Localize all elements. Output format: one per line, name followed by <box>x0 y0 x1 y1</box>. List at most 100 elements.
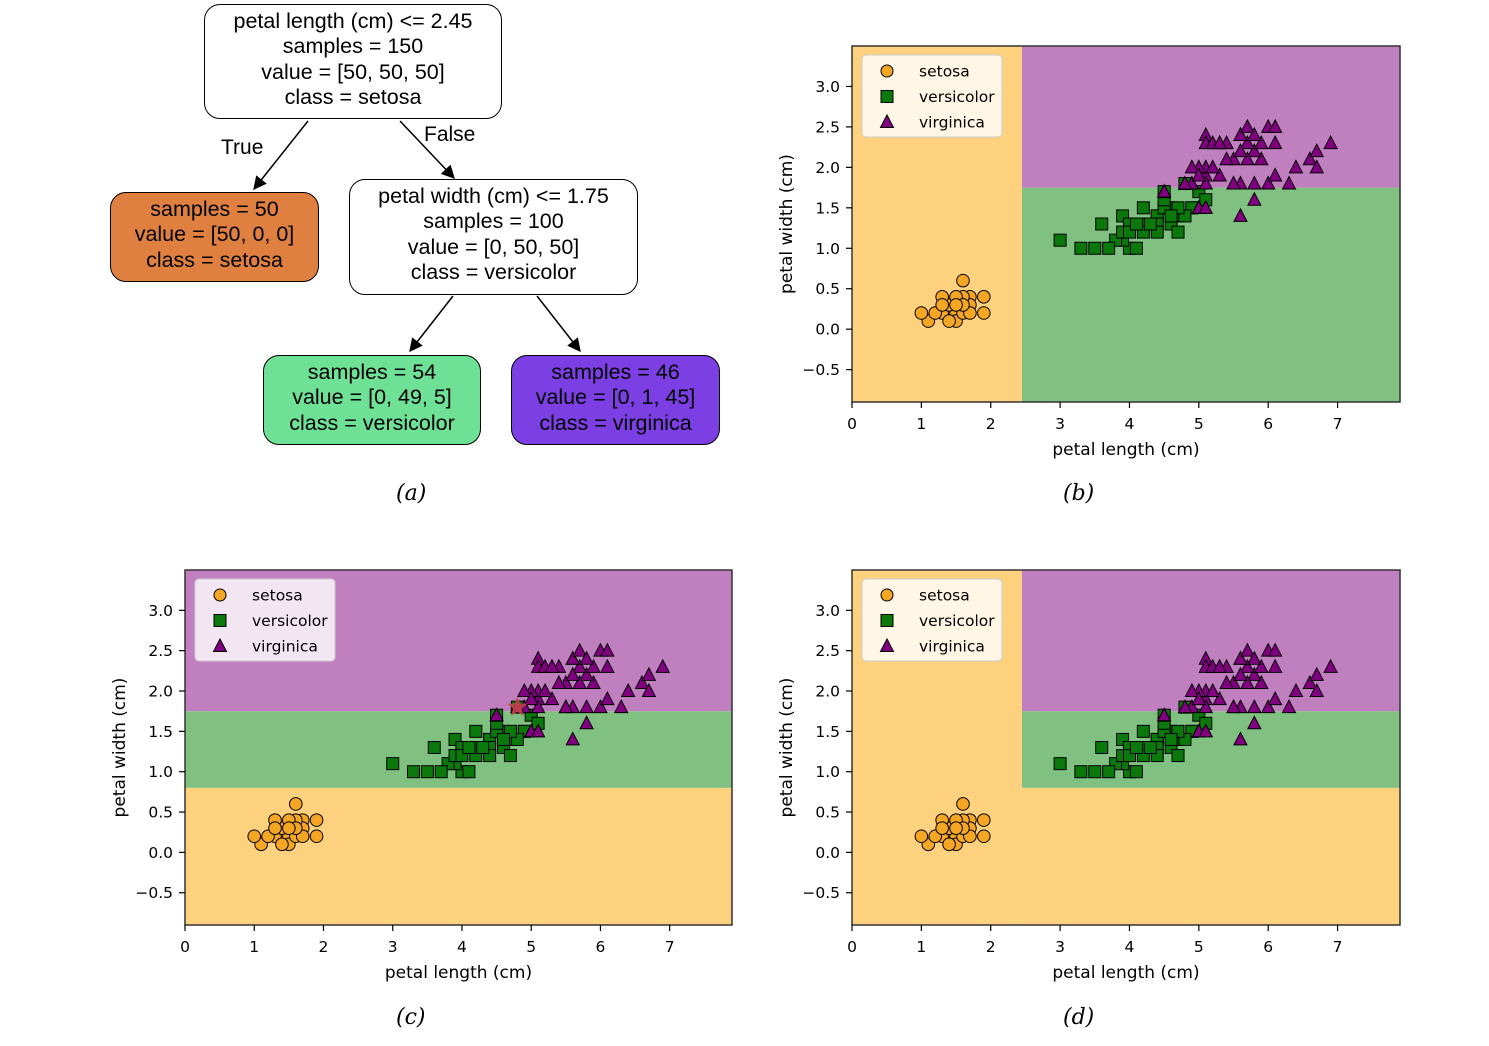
legend-marker-versicolor <box>213 614 227 627</box>
node-line: samples = 100 <box>423 209 564 234</box>
point-setosa <box>949 298 963 312</box>
point-virginica <box>634 674 650 689</box>
point-virginica <box>1226 699 1241 714</box>
y-tick-label: 3.0 <box>815 78 840 96</box>
point-virginica <box>1247 666 1262 681</box>
point-virginica <box>1177 175 1193 190</box>
point-virginica <box>600 691 615 706</box>
point-virginica <box>579 650 594 665</box>
legend: setosa versicolor virginica <box>861 54 1003 138</box>
point-virginica <box>1240 151 1255 166</box>
node-line: petal length (cm) <= 2.45 <box>233 9 473 33</box>
y-tick-label: 2.0 <box>815 683 840 701</box>
point-setosa <box>956 797 970 811</box>
scatter-plot-c: 0 1 2 3 4 5 6 7 −0.5 0.0 0.5 1.0 1.5 2.0 2.5 3.0 petal l… <box>110 569 733 983</box>
x-tick-label: 3 <box>1055 938 1065 956</box>
point-setosa <box>976 829 991 844</box>
point-virginica <box>1184 159 1200 174</box>
point-virginica <box>1247 715 1262 730</box>
edge-root-right <box>399 120 455 179</box>
node-line: class = versicolor <box>410 259 577 284</box>
point-virginica <box>1323 135 1338 150</box>
point-virginica <box>1281 699 1297 714</box>
x-tick-label: 1 <box>249 938 259 956</box>
x-tick-label: 5 <box>1194 415 1204 433</box>
point-virginica <box>1226 175 1241 190</box>
point-virginica <box>1233 143 1248 158</box>
point-versicolor <box>406 765 420 779</box>
x-tick-label: 3 <box>388 938 398 956</box>
y-tick-label: 2.0 <box>815 159 840 177</box>
point-virginica <box>593 699 608 714</box>
point-virginica <box>1212 658 1227 673</box>
point-virginica <box>572 642 587 657</box>
y-tick-label: 1.0 <box>815 240 840 258</box>
y-tick-label: −0.5 <box>802 361 840 379</box>
point-virginica <box>1233 207 1248 222</box>
point-virginica <box>1302 674 1318 689</box>
point-virginica <box>1247 191 1262 206</box>
point-virginica <box>1247 699 1262 714</box>
point-virginica <box>572 674 587 689</box>
point-virginica <box>655 658 671 673</box>
point-versicolor <box>1143 217 1157 231</box>
axes-frame <box>851 45 1401 403</box>
y-tick-label: 0.5 <box>148 804 173 822</box>
point-virginica <box>613 699 629 714</box>
node-line: samples = 50 <box>150 197 279 221</box>
point-virginica <box>537 682 553 698</box>
y-tick-label: −0.5 <box>135 884 173 902</box>
x-tick-label: 2 <box>986 415 996 433</box>
legend-label-versicolor: versicolor <box>919 88 995 106</box>
point-virginica <box>530 699 546 714</box>
edge-right-right <box>536 295 581 353</box>
point-virginica <box>1240 674 1255 689</box>
point-virginica <box>1219 151 1234 166</box>
point-virginica <box>1177 699 1193 714</box>
point-virginica <box>1156 707 1172 722</box>
point-virginica <box>1198 699 1214 714</box>
point-versicolor <box>420 765 434 779</box>
node-line: value = [50, 50, 50] <box>261 59 445 84</box>
legend-label-versicolor: versicolor <box>919 612 995 630</box>
point-versicolor <box>1171 749 1185 763</box>
point-virginica <box>572 658 587 673</box>
y-tick-label: 3.0 <box>815 602 840 620</box>
point-virginica <box>1212 691 1227 706</box>
point-setosa <box>949 821 963 835</box>
point-versicolor <box>1088 241 1102 255</box>
point-virginica <box>1212 135 1227 150</box>
point-versicolor <box>427 741 441 754</box>
point-versicolor <box>1129 241 1143 255</box>
point-versicolor <box>1095 217 1109 231</box>
point-virginica <box>1309 143 1325 158</box>
x-tick-label: 5 <box>1194 938 1204 956</box>
legend: setosa versicolor virginica <box>861 578 1003 662</box>
point-virginica <box>1267 642 1283 657</box>
x-tick-label: 1 <box>916 415 926 433</box>
point-setosa <box>976 306 991 320</box>
point-versicolor <box>1164 732 1178 746</box>
point-virginica <box>523 691 539 706</box>
point-setosa <box>914 306 929 320</box>
point-virginica <box>1260 699 1276 714</box>
legend-label-virginica: virginica <box>252 638 318 656</box>
point-versicolor <box>1129 741 1143 754</box>
edge-label-false: False <box>424 123 476 146</box>
point-virginica <box>565 666 581 681</box>
decision-region-versicolor <box>1021 187 1400 402</box>
x-axis-label: petal length (cm) <box>385 963 532 983</box>
point-virginica <box>579 666 594 681</box>
scatter-plot-d: 0 1 2 3 4 5 6 7 −0.5 0.0 0.5 1.0 1.5 2.0 2.5 3.0 petal l… <box>777 569 1401 983</box>
caption-c: (c) <box>396 1005 426 1030</box>
tree-leaf-versicolor: samples = 54 value = [0, 49, 5] class = ve… <box>263 355 481 445</box>
point-setosa <box>942 314 956 328</box>
star-marker <box>506 696 528 717</box>
point-virginica <box>1309 682 1325 698</box>
point-virginica <box>1156 183 1172 198</box>
y-tick-label: 2.5 <box>148 642 173 660</box>
legend-label-versicolor: versicolor <box>252 612 328 630</box>
point-versicolor <box>1074 241 1088 255</box>
x-tick-label: 7 <box>665 938 675 956</box>
node-line: samples = 46 <box>551 360 680 384</box>
